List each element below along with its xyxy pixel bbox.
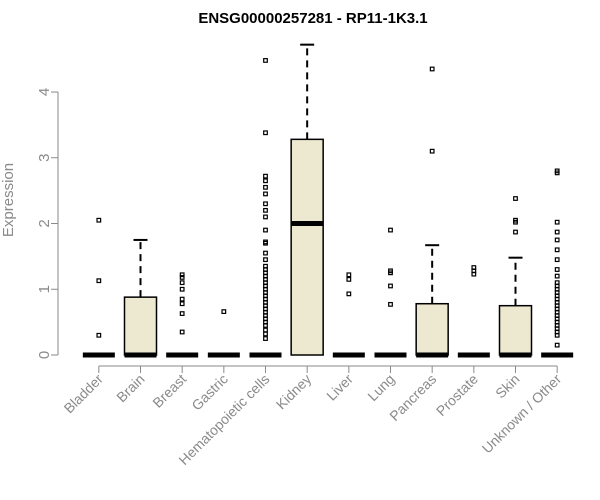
outlier-point xyxy=(554,229,560,235)
box-breast xyxy=(166,272,199,358)
axes: 0 1 2 3 4 xyxy=(36,88,558,373)
box-bladder xyxy=(82,217,115,358)
outlier-point xyxy=(179,275,185,280)
box-brain xyxy=(123,238,158,358)
box-iqr xyxy=(290,138,324,356)
outlier-point xyxy=(346,276,352,282)
outlier-point xyxy=(179,286,185,292)
outlier-point xyxy=(513,229,518,235)
box-unknown-other xyxy=(541,168,574,358)
outlier-point xyxy=(263,207,268,213)
outlier-point xyxy=(96,217,102,223)
outlier-point xyxy=(263,257,268,263)
outlier-point xyxy=(263,58,268,63)
outlier-point xyxy=(263,250,268,256)
outlier-point xyxy=(554,273,560,279)
outlier-point xyxy=(96,278,102,284)
outlier-point xyxy=(263,178,268,184)
x-tick-label: Brain xyxy=(113,371,147,405)
outlier-point xyxy=(471,265,477,270)
outlier-point xyxy=(96,332,102,338)
x-tick-label: Unknown / Other xyxy=(479,371,565,457)
outlier-point xyxy=(554,342,560,348)
box-prostate xyxy=(457,265,490,358)
outlier-point xyxy=(263,214,268,220)
y-tick-label: 2 xyxy=(36,219,53,227)
outlier-point xyxy=(179,329,185,335)
boxes-layer xyxy=(82,43,574,358)
outlier-point xyxy=(388,301,393,307)
outlier-point xyxy=(554,267,560,272)
outlier-point xyxy=(221,309,227,315)
box-skin xyxy=(498,196,533,358)
outlier-point xyxy=(388,227,393,233)
outlier-point xyxy=(554,257,560,263)
x-tick-label: Liver xyxy=(323,371,356,404)
outlier-point xyxy=(263,201,268,207)
outlier-point xyxy=(346,272,352,278)
outlier-point xyxy=(554,168,560,174)
outlier-point xyxy=(388,268,393,274)
outlier-point xyxy=(179,311,185,316)
outlier-point xyxy=(263,263,268,269)
outlier-point xyxy=(263,239,268,245)
outlier-point xyxy=(263,327,268,333)
outlier-point xyxy=(388,283,393,289)
outlier-point xyxy=(263,130,268,136)
x-tick-label: Bladder xyxy=(61,371,107,417)
x-tick-label: Lung xyxy=(364,371,397,404)
outlier-point xyxy=(513,217,518,223)
outlier-point xyxy=(179,296,185,302)
box-iqr xyxy=(415,302,449,356)
outlier-point xyxy=(179,280,185,286)
y-tick-label: 4 xyxy=(36,88,53,96)
y-tick-label: 0 xyxy=(36,351,53,359)
outlier-point xyxy=(263,184,268,190)
outlier-point xyxy=(263,227,268,233)
x-tick-label: Breast xyxy=(149,371,189,411)
outlier-point xyxy=(179,301,185,307)
outlier-point xyxy=(263,191,268,197)
outlier-point xyxy=(554,219,560,225)
x-tick-label: Kidney xyxy=(273,371,315,413)
outlier-point xyxy=(346,291,352,297)
y-axis-label: Expression xyxy=(0,163,17,237)
box-pancreas xyxy=(415,66,449,358)
box-liver xyxy=(332,272,365,358)
outlier-point xyxy=(179,272,185,278)
outlier-point xyxy=(554,280,560,286)
outlier-point xyxy=(429,148,435,154)
outlier-point xyxy=(263,336,268,341)
box-gastric xyxy=(207,309,240,358)
outlier-point xyxy=(429,66,435,72)
box-kidney xyxy=(290,43,324,356)
box-iqr xyxy=(498,304,533,356)
outlier-point xyxy=(263,173,268,179)
chart-title: ENSG00000257281 - RP11-1K3.1 xyxy=(198,10,427,27)
outlier-point xyxy=(513,196,518,201)
outlier-point xyxy=(554,237,560,243)
box-lung xyxy=(374,227,407,358)
x-tick-label: Prostate xyxy=(433,371,481,419)
box-hematopoietic-cells xyxy=(249,58,282,358)
y-tick-label: 3 xyxy=(36,154,53,162)
y-tick-label: 1 xyxy=(36,285,53,293)
box-iqr xyxy=(123,296,158,356)
outlier-point xyxy=(554,247,560,253)
x-tick-label: Skin xyxy=(492,371,523,402)
outlier-point xyxy=(263,331,268,337)
